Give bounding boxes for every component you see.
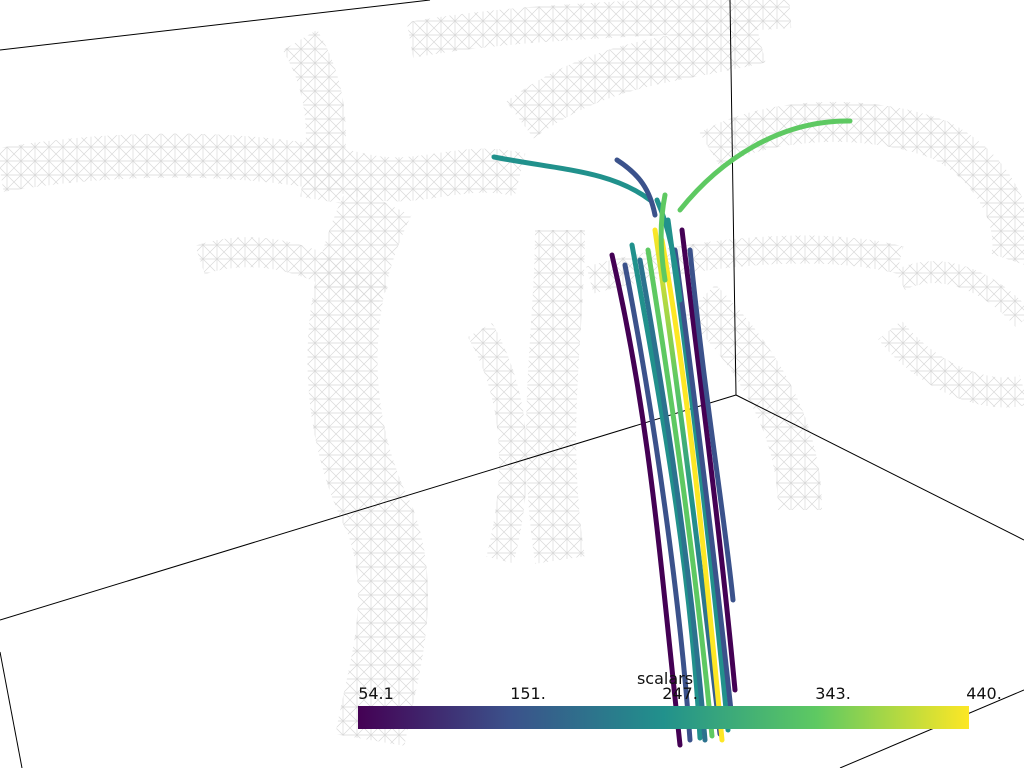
streamline xyxy=(645,247,715,739)
scalar-bar-tick-2: 247. xyxy=(662,684,698,703)
streamline xyxy=(658,192,668,283)
scalar-bar-tick-max: 440. xyxy=(966,684,1002,703)
streamline xyxy=(672,247,735,723)
streamline xyxy=(622,262,693,743)
streamline xyxy=(652,227,723,737)
streamline xyxy=(609,252,683,748)
streamline xyxy=(614,157,658,218)
scalar-colorbar xyxy=(358,706,969,729)
streamline xyxy=(679,227,738,693)
vessel-wireframe-mesh xyxy=(0,0,1024,747)
streamline xyxy=(677,118,853,213)
streamline xyxy=(687,247,736,603)
scalar-bar-tick-1: 151. xyxy=(510,684,546,703)
streamline-tubes xyxy=(491,118,853,748)
streamline xyxy=(637,257,708,743)
scalar-bar-tick-min: 54.1 xyxy=(358,684,394,703)
scalar-bar-tick-3: 343. xyxy=(815,684,851,703)
streamline xyxy=(629,242,703,741)
scalar-bar-title: scalars xyxy=(636,669,694,688)
streamline xyxy=(491,154,653,203)
streamline xyxy=(659,237,725,743)
